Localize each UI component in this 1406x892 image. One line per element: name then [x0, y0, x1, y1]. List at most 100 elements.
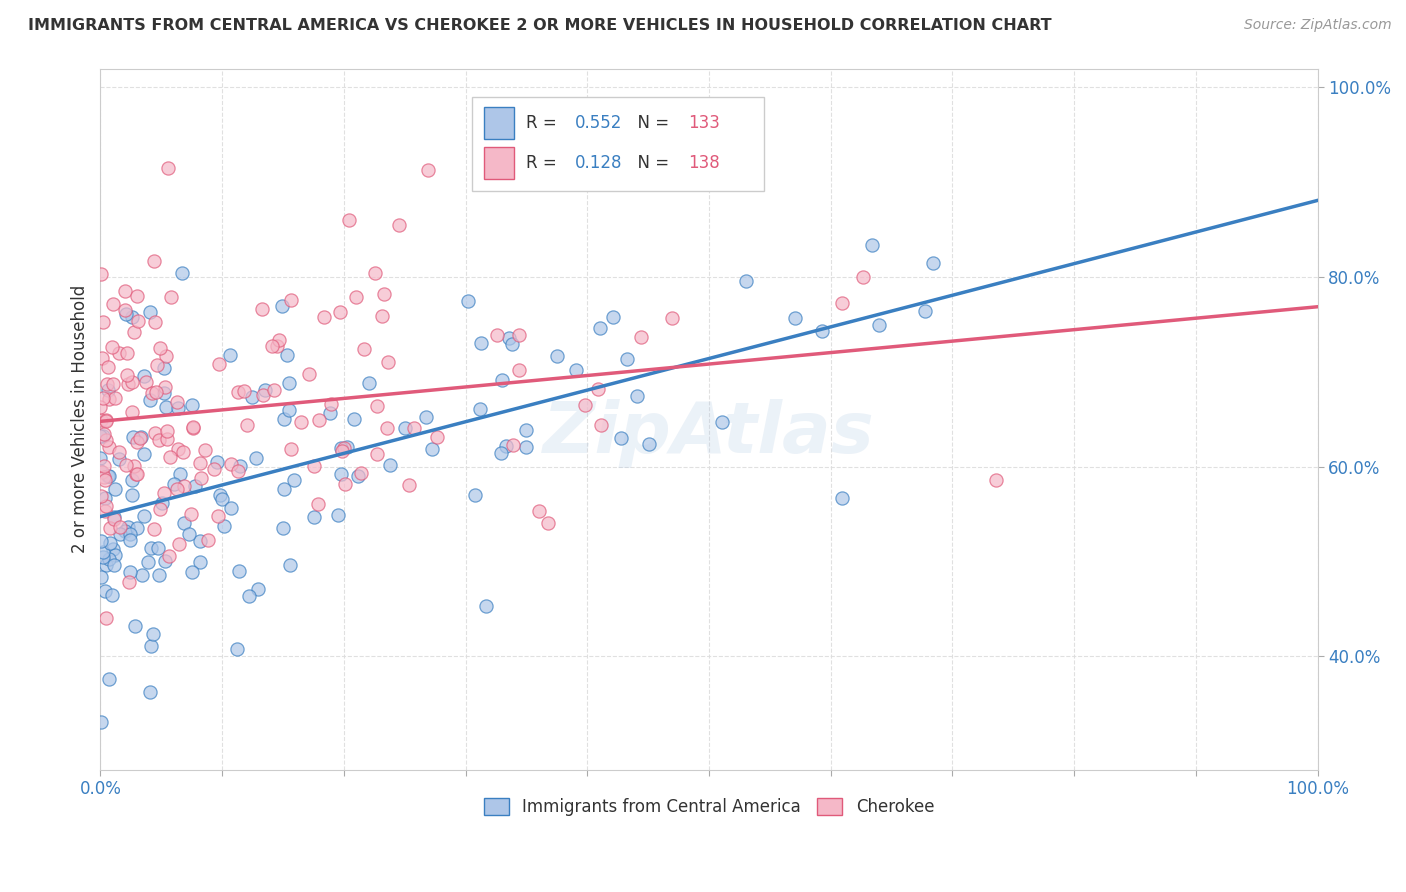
Point: [117, 345, 139, 359]
Point: [388, 218, 411, 232]
Point: [91, 391, 114, 405]
Point: [181, 565, 204, 579]
Point: [489, 445, 512, 459]
Point: [121, 430, 143, 444]
Point: [180, 398, 202, 412]
Point: [502, 438, 524, 452]
FancyBboxPatch shape: [484, 147, 515, 178]
Point: [93, 470, 115, 484]
Point: [783, 310, 806, 325]
Point: [90, 489, 112, 503]
Point: [121, 405, 143, 419]
Point: [169, 467, 191, 481]
Point: [118, 575, 141, 590]
Point: [515, 423, 537, 437]
Text: Source: ZipAtlas.com: Source: ZipAtlas.com: [1244, 18, 1392, 32]
Point: [515, 440, 537, 454]
Point: [228, 564, 250, 578]
Point: [330, 444, 353, 458]
Point: [101, 588, 124, 602]
Point: [398, 478, 420, 492]
Text: N =: N =: [627, 154, 675, 172]
Point: [344, 290, 367, 304]
Point: [173, 516, 195, 530]
Point: [273, 412, 295, 426]
Point: [125, 521, 148, 535]
Point: [710, 416, 733, 430]
Point: [868, 318, 890, 332]
Point: [181, 421, 204, 435]
Point: [207, 455, 229, 469]
Point: [96, 610, 118, 624]
Point: [226, 464, 249, 478]
Point: [114, 307, 136, 321]
Point: [219, 457, 242, 471]
Point: [156, 433, 179, 447]
Point: [166, 482, 188, 496]
Point: [125, 467, 148, 482]
Point: [94, 413, 117, 427]
Point: [100, 535, 122, 549]
Point: [142, 627, 165, 641]
Point: [97, 392, 120, 407]
Point: [121, 488, 143, 502]
Point: [181, 420, 204, 434]
Point: [211, 491, 233, 506]
Point: [271, 299, 294, 313]
Point: [546, 349, 568, 363]
Text: 0.128: 0.128: [575, 154, 623, 172]
Point: [208, 357, 231, 371]
Point: [188, 555, 211, 569]
Point: [197, 533, 219, 547]
Point: [94, 433, 117, 447]
Point: [811, 324, 834, 338]
Point: [97, 469, 120, 483]
Point: [357, 376, 380, 391]
Point: [127, 314, 149, 328]
Point: [96, 359, 118, 374]
Point: [100, 340, 122, 354]
Point: [260, 339, 283, 353]
Point: [93, 459, 115, 474]
Point: [498, 331, 520, 345]
Point: [104, 391, 127, 405]
Point: [350, 466, 373, 480]
Point: [89, 400, 111, 414]
Point: [122, 325, 145, 339]
Point: [97, 469, 120, 483]
Point: [271, 520, 294, 534]
Point: [134, 368, 156, 383]
Point: [96, 558, 118, 572]
Point: [269, 334, 291, 348]
Point: [94, 491, 117, 506]
Point: [278, 558, 301, 572]
Point: [426, 430, 449, 444]
Point: [166, 395, 188, 409]
Point: [312, 310, 335, 324]
Point: [104, 548, 127, 562]
Point: [143, 315, 166, 329]
Point: [332, 441, 354, 455]
Point: [93, 583, 115, 598]
Point: [152, 485, 174, 500]
Point: [468, 401, 491, 416]
Point: [90, 570, 112, 584]
Point: [139, 639, 162, 653]
Point: [236, 417, 259, 432]
Point: [464, 488, 486, 502]
Point: [233, 384, 256, 399]
Point: [343, 412, 366, 426]
Point: [94, 504, 117, 518]
Point: [96, 376, 118, 391]
Point: [127, 434, 149, 449]
Point: [219, 501, 242, 516]
Point: [377, 355, 399, 369]
Point: [118, 566, 141, 580]
Point: [160, 290, 183, 304]
Point: [238, 589, 260, 603]
Point: [149, 342, 172, 356]
Point: [121, 473, 143, 487]
Point: [94, 413, 117, 427]
Point: [831, 491, 853, 505]
Point: [124, 619, 146, 633]
